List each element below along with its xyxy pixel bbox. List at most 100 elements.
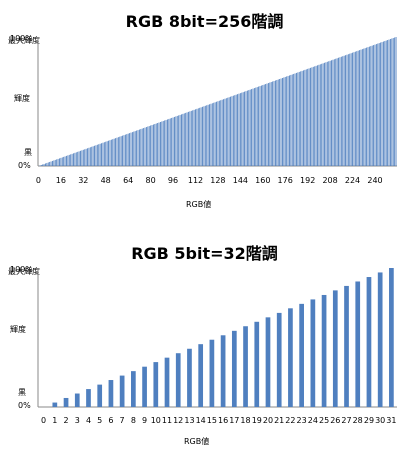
bar-112 (195, 109, 196, 166)
bar-20 (66, 155, 67, 166)
bar-45 (101, 143, 102, 166)
bar-237 (370, 46, 372, 166)
bar-102 (181, 114, 182, 166)
bar-151 (249, 89, 251, 166)
bar-109 (190, 110, 192, 166)
bar-166 (270, 82, 272, 166)
bar-5 (97, 384, 103, 407)
bar-1 (52, 402, 58, 407)
bar-182 (293, 73, 295, 166)
x-tick-label: 6 (108, 416, 113, 425)
y-tick-top: 100% (10, 265, 33, 274)
bar-147 (244, 91, 246, 166)
bar-117 (202, 106, 203, 166)
bar-218 (343, 55, 345, 166)
bar-247 (384, 41, 386, 166)
bar-221 (347, 54, 349, 167)
bar-133 (224, 98, 226, 166)
bar-8 (49, 161, 51, 166)
bar-169 (275, 80, 276, 166)
bar-113 (196, 108, 198, 166)
bar-213 (336, 58, 338, 166)
bar-18 (243, 326, 248, 407)
x-tick-label: 22 (285, 416, 295, 425)
bar-226 (354, 51, 356, 166)
bar-176 (284, 76, 286, 166)
bar-61 (123, 135, 125, 166)
x-tick-label: 1 (52, 416, 57, 425)
bar-54 (113, 138, 115, 166)
x-tick-label: 160 (255, 176, 270, 185)
bar-186 (298, 71, 300, 166)
bar-26 (332, 290, 338, 407)
bar-24 (71, 153, 73, 166)
bar-56 (116, 137, 118, 166)
bar-28 (355, 281, 361, 407)
bar-222 (349, 53, 351, 166)
bar-81 (151, 125, 153, 166)
bar-238 (371, 45, 373, 166)
bar-152 (251, 89, 253, 166)
y-mid-label: 輝度 (14, 93, 30, 103)
bar-134 (225, 98, 227, 166)
bar-253 (392, 38, 394, 167)
bar-3 (74, 393, 80, 407)
bar-254 (394, 37, 396, 167)
x-tick-label: 176 (278, 176, 293, 185)
bar-150 (248, 90, 250, 166)
bar-86 (158, 122, 160, 166)
bar-20 (265, 317, 271, 407)
bar-11 (53, 160, 55, 166)
bars (39, 37, 397, 167)
bar-26 (74, 152, 76, 166)
x-tick-label: 224 (345, 176, 360, 185)
x-tick-label: 4 (86, 416, 91, 425)
bar-9 (142, 366, 147, 407)
bar-197 (314, 66, 316, 166)
x-tick-label: 14 (196, 416, 206, 425)
bar-10 (153, 362, 159, 407)
bar-187 (300, 71, 302, 166)
x-tick-label: 16 (56, 176, 66, 185)
x-tick-label: 23 (297, 416, 307, 425)
bar-17 (231, 330, 237, 407)
bar-65 (129, 133, 131, 166)
bar-215 (339, 57, 341, 166)
bar-82 (152, 124, 154, 166)
bar-229 (359, 50, 361, 166)
bar-131 (221, 99, 223, 166)
bar-1 (39, 165, 41, 166)
bar-188 (301, 70, 303, 166)
bar-234 (366, 47, 368, 167)
bar-115 (199, 107, 201, 166)
bar-167 (272, 81, 274, 166)
bar-9 (50, 161, 52, 166)
x-tick-label: 17 (229, 416, 239, 425)
bar-24 (310, 299, 316, 407)
bar-171 (277, 79, 279, 166)
bar-78 (147, 126, 149, 166)
bar-185 (297, 72, 299, 166)
bar-130 (220, 100, 222, 166)
bar-83 (154, 124, 156, 166)
bar-180 (290, 74, 292, 166)
bar-19 (254, 321, 260, 407)
x-tick-label: 11 (162, 416, 172, 425)
bar-3 (42, 164, 44, 166)
bar-10 (52, 160, 53, 166)
bar-216 (340, 56, 342, 167)
bar-8 (131, 371, 136, 407)
bar-224 (352, 52, 353, 166)
bar-19 (64, 156, 66, 166)
y-bottom-label: 黒 (24, 148, 32, 157)
bar-230 (360, 49, 362, 166)
bar-193 (308, 68, 310, 166)
bar-60 (122, 135, 124, 166)
bar-103 (182, 113, 184, 166)
bar-140 (234, 95, 236, 166)
bar-108 (189, 111, 191, 166)
chart-8bit-plot: 最大輝度 輝度 黒 100% 0% RGB値 0 16 32 48 64 80 96 112 1… (8, 34, 397, 209)
bar-241 (375, 44, 377, 166)
bar-4 (43, 163, 45, 166)
bar-142 (237, 94, 238, 166)
